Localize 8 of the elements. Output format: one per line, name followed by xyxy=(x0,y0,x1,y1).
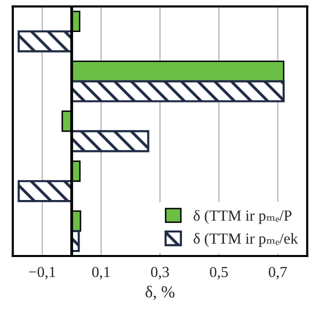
x-tick-label: 0,7 xyxy=(268,266,287,280)
x-axis-title: δ, % xyxy=(146,286,174,300)
x-tick-label: 0,1 xyxy=(92,266,110,280)
legend-label: δ (TTM ir pₘₑ/ek xyxy=(194,232,298,247)
x-tick-label: −0,1 xyxy=(29,266,56,280)
x-tick-label: 0,3 xyxy=(151,266,169,280)
x-tick-label: 0,5 xyxy=(210,266,228,280)
legend-label: δ (TTM ir pₘₑ/P xyxy=(194,210,292,224)
